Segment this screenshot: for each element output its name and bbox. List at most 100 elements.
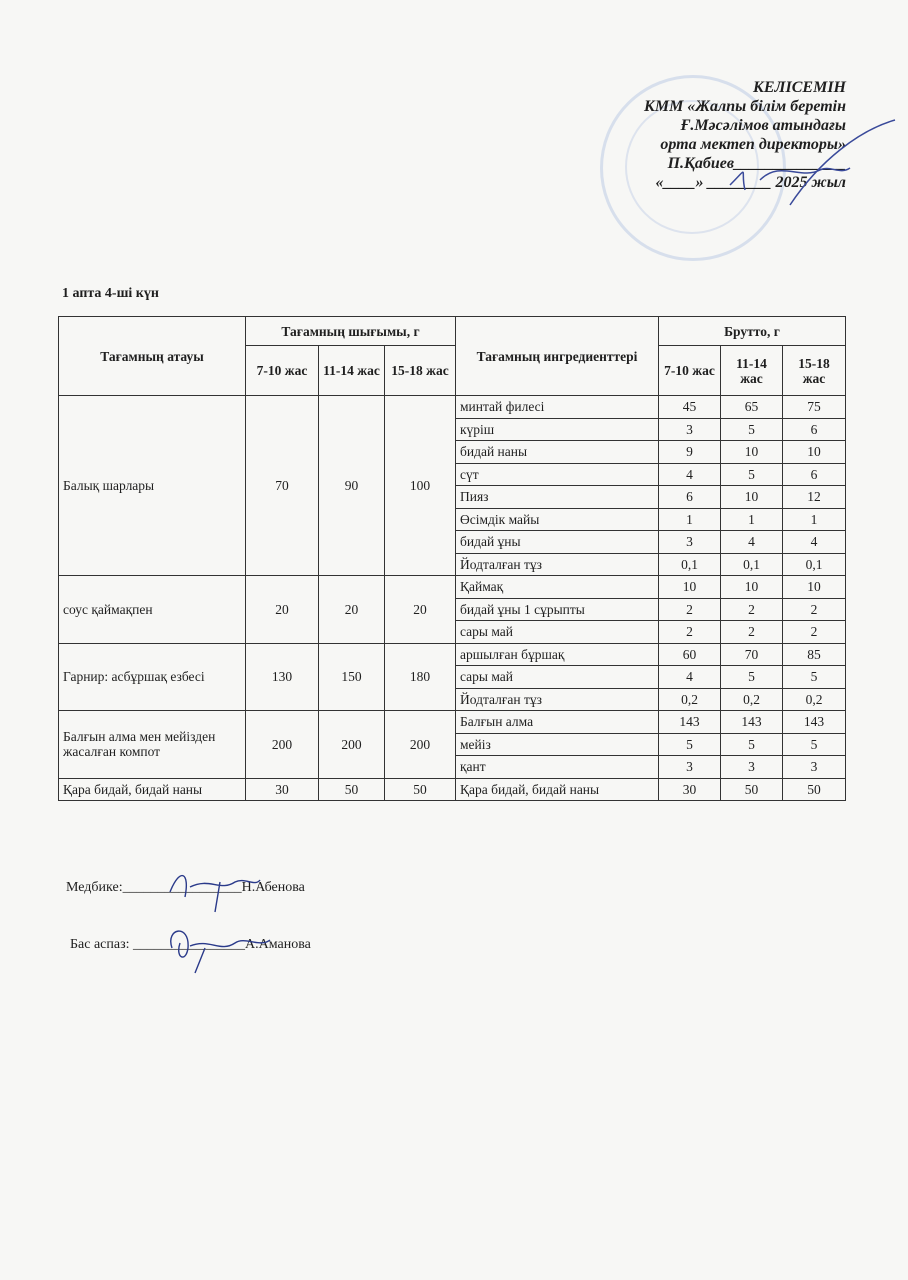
dish-name: Гарнир: асбұршақ езбесі [58, 642, 246, 711]
gross-value: 3 [658, 755, 721, 779]
gross-value: 45 [658, 395, 721, 419]
ingredient-name: минтай филесі [455, 395, 659, 419]
cook-signature-line: Бас аспаз: ________________А.Аманова [70, 937, 311, 953]
gross-value: 4 [782, 530, 846, 554]
gross-value: 2 [720, 620, 783, 644]
gross-value: 1 [658, 507, 721, 531]
table-row: сары май 2 2 2 [59, 620, 846, 644]
gross-value: 5 [782, 665, 846, 689]
approval-line: КММ «Жалпы білім беретін [644, 98, 846, 115]
dish-name: соус қаймақпен [58, 575, 246, 644]
dish-yield: 130 [245, 642, 319, 711]
ingredient-name: аршылған бұршақ [455, 642, 659, 666]
dish-name: Балғын алма мен мейізден жасалған компот [58, 710, 246, 779]
gross-value: 1 [782, 507, 846, 531]
header-age: 7-10 жас [658, 345, 721, 396]
director-signature [729, 119, 896, 206]
approval-line: орта мектеп директоры» [660, 136, 846, 153]
ingredient-name: сары май [455, 665, 659, 689]
gross-value: 5 [720, 732, 783, 756]
gross-value: 5 [720, 417, 783, 441]
header-age: 7-10 жас [245, 345, 319, 396]
table-row: сары май 4 5 5 [59, 665, 846, 689]
gross-value: 3 [658, 530, 721, 554]
signature-blank: ________________ [133, 937, 246, 952]
gross-value: 10 [782, 440, 846, 464]
gross-value: 3 [782, 755, 846, 779]
table-row: Балық шарлары 70 90 100 минтай филесі 45 65 75 [58, 395, 846, 576]
table-row: Өсімдік майы 1 1 1 [59, 507, 846, 531]
ingredient-name: Өсімдік майы [455, 507, 659, 531]
table-row: мейіз 5 5 5 [59, 732, 846, 756]
dish-name: Балық шарлары [58, 395, 246, 576]
approval-line: П.Қабиев______________ [667, 155, 846, 172]
dish-yield: 70 [245, 395, 319, 576]
dish-name: Қара бидай, бидай наны [58, 777, 246, 801]
table-row: бидай ұны 1 сұрыпты 2 2 2 [59, 597, 846, 621]
cook-label: Бас аспаз: [70, 937, 130, 952]
dish-yield: 30 [245, 777, 319, 801]
stamp-seal [600, 75, 786, 261]
nurse-label: Медбике: [66, 880, 123, 895]
day-title: 1 апта 4-ші күн [62, 286, 159, 301]
dish-yield: 200 [245, 710, 319, 779]
gross-value: 3 [720, 755, 783, 779]
gross-value: 5 [720, 665, 783, 689]
ingredient-name: қант [455, 755, 659, 779]
table-row: қант 3 3 3 [59, 755, 846, 779]
header-age: 11-14 жас [720, 345, 783, 396]
ingredient-name: сары май [455, 620, 659, 644]
gross-value: 70 [720, 642, 783, 666]
ingredient-name: Балғын алма [455, 710, 659, 734]
table-row: Гарнир: асбұршақ езбесі 130 150 180 аршылған… [58, 642, 846, 711]
cook-signature [170, 930, 271, 974]
ingredient-name: Йодталған тұз [455, 687, 659, 711]
gross-value: 4 [658, 665, 721, 689]
header-ingredients: Тағамның ингредиенттері [455, 316, 659, 396]
gross-value: 4 [720, 530, 783, 554]
ingredient-name: сүт [455, 462, 659, 486]
header-gross: Брутто, г [658, 316, 846, 346]
gross-value: 60 [658, 642, 721, 666]
gross-value: 50 [782, 777, 846, 801]
table-row: соус қаймақпен 20 20 20 Қаймақ 10 10 10 [58, 575, 846, 644]
gross-value: 30 [658, 777, 721, 801]
nurse-signature [169, 875, 261, 913]
ingredient-name: Пияз [455, 485, 659, 509]
approval-line: Ғ.Мәсәлімов атындағы [680, 117, 846, 134]
dish-yield: 180 [384, 642, 456, 711]
dish-yield: 150 [318, 642, 385, 711]
gross-value: 12 [782, 485, 846, 509]
gross-value: 5 [720, 462, 783, 486]
table-row: Балғын алма мен мейізден жасалған компот… [58, 710, 846, 779]
table-row: Йодталған тұз 0,1 0,1 0,1 [59, 552, 846, 576]
dish-yield: 90 [318, 395, 385, 576]
ingredient-name: күріш [455, 417, 659, 441]
stamp-seal-inner [625, 100, 759, 234]
dish-yield: 50 [318, 777, 385, 801]
gross-value: 2 [658, 597, 721, 621]
gross-value: 10 [720, 440, 783, 464]
ingredient-name: Қара бидай, бидай наны [455, 777, 659, 801]
gross-value: 65 [720, 395, 783, 419]
gross-value: 143 [720, 710, 783, 734]
nurse-name: Н.Абенова [241, 880, 305, 895]
dish-yield: 100 [384, 395, 456, 576]
ingredient-name: Йодталған тұз [455, 552, 659, 576]
gross-value: 0,2 [782, 687, 846, 711]
gross-value: 2 [782, 597, 846, 621]
gross-value: 0,1 [782, 552, 846, 576]
table-row: бидай ұны 3 4 4 [59, 530, 846, 554]
gross-value: 0,1 [720, 552, 783, 576]
menu-table: Тағамның атауы Тағамның шығымы, г Тағамн… [58, 316, 846, 801]
gross-value: 0,2 [720, 687, 783, 711]
ingredient-name: Қаймақ [455, 575, 659, 599]
dish-yield: 20 [245, 575, 319, 644]
header-dish: Тағамның атауы [58, 316, 246, 396]
dish-yield: 50 [384, 777, 456, 801]
gross-value: 2 [782, 620, 846, 644]
header-age: 15-18 жас [384, 345, 456, 396]
approval-block: КЕЛІСЕМІН КММ «Жалпы білім беретін Ғ.Мәс… [644, 78, 846, 192]
gross-value: 0,2 [658, 687, 721, 711]
gross-value: 10 [720, 575, 783, 599]
